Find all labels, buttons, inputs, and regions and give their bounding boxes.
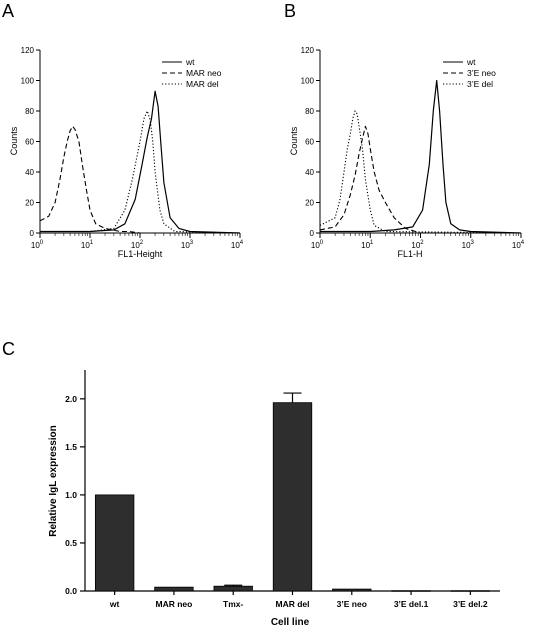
axis-ticks — [36, 49, 241, 238]
x-tick-label: 103 — [462, 240, 475, 250]
x-tick-exponent: 1 — [370, 240, 374, 246]
y-ticks: 0.0 0.5 1.0 1.5 2.0 — [65, 394, 85, 596]
y-tick-label: 40 — [25, 168, 34, 177]
legend-label: MAR neo — [186, 68, 222, 78]
y-tick-label: 100 — [21, 77, 35, 86]
x-tick-label: 101 — [81, 240, 94, 250]
y-axis-label: Relative IgL expression — [48, 425, 59, 537]
x-tick-base: 10 — [231, 241, 240, 250]
y-tick-label: 120 — [301, 46, 315, 55]
y-tick-label: 20 — [305, 199, 314, 208]
x-tick-label: wt — [109, 599, 120, 609]
error-bars — [224, 392, 302, 587]
series-dotted-line — [319, 110, 522, 234]
x-tick-base: 10 — [311, 241, 320, 250]
y-tick-label: 0 — [310, 229, 315, 238]
x-tick-exponent: 2 — [140, 240, 144, 246]
x-tick-label: 103 — [181, 240, 194, 250]
x-tick-labels: 100 101 102 103 104 — [311, 240, 525, 250]
bar — [94, 494, 135, 592]
x-tick-base: 10 — [411, 241, 420, 250]
x-tick-base: 10 — [181, 241, 190, 250]
y-tick-labels: 0 20 40 60 80 100 120 — [21, 46, 35, 238]
x-axis-label: FL1-Height — [118, 249, 163, 259]
legend-label: MAR del — [186, 79, 219, 89]
y-tick-label: 1.5 — [65, 442, 77, 452]
x-tick-label: 102 — [411, 240, 424, 250]
bars — [94, 402, 491, 592]
y-tick-label: 100 — [301, 77, 315, 86]
x-tick-base: 10 — [361, 241, 370, 250]
x-tick-label: 3’E del.1 — [394, 599, 429, 609]
series-dashed-line — [319, 125, 521, 234]
y-tick-label: 2.0 — [65, 394, 77, 404]
x-tick-label: MAR del — [276, 599, 310, 609]
y-tick-labels: 0 20 40 60 80 100 120 — [301, 46, 315, 238]
y-tick-label: 1.0 — [65, 490, 77, 500]
x-tick-label: Tmx- — [223, 599, 243, 609]
x-tick-base: 10 — [131, 241, 140, 250]
panel-label-b: B — [284, 1, 296, 21]
bar — [213, 585, 253, 592]
series-dashed-line — [39, 125, 240, 234]
x-tick-base: 10 — [462, 241, 471, 250]
y-tick-label: 0.0 — [65, 586, 77, 596]
bar — [154, 586, 194, 592]
x-tick-exponent: 0 — [40, 240, 44, 246]
bar — [332, 588, 372, 592]
x-tick-exponent: 3 — [471, 240, 475, 246]
bar — [272, 402, 313, 592]
x-tick-exponent: 2 — [420, 240, 424, 246]
x-tick-exponent: 3 — [190, 240, 194, 246]
series-solid-line — [320, 79, 522, 234]
x-tick-exponent: 1 — [90, 240, 94, 246]
x-tick-label: 100 — [311, 240, 324, 250]
y-tick-label: 60 — [25, 138, 34, 147]
panel-label-c: C — [2, 339, 15, 359]
x-tick-base: 10 — [81, 241, 90, 250]
legend-label: wt — [185, 57, 195, 67]
y-tick-label: 120 — [21, 46, 35, 55]
x-tick-label: MAR neo — [156, 599, 193, 609]
series-solid-line — [40, 90, 241, 234]
legend-label: 3’E del — [467, 79, 493, 89]
y-axis-label: Counts — [9, 126, 19, 155]
y-tick-label: 80 — [305, 107, 314, 116]
x-tick-label: 101 — [361, 240, 374, 250]
histogram-curves — [319, 79, 522, 234]
y-tick-label: 60 — [305, 138, 314, 147]
x-axis-label: Cell line — [271, 617, 310, 628]
y-tick-label: 20 — [25, 199, 34, 208]
x-tick-label: 104 — [512, 240, 525, 250]
panel-label-a: A — [2, 1, 14, 21]
x-tick-label: 3’E del.2 — [453, 599, 488, 609]
x-tick-labels: 100 101 102 103 104 — [31, 240, 244, 250]
x-axis-label: FL1-H — [397, 249, 422, 259]
x-tick-exponent: 4 — [240, 240, 244, 246]
legend-label: 3’E neo — [467, 68, 496, 78]
x-tick-exponent: 4 — [521, 240, 525, 246]
y-axis-label: Counts — [289, 126, 299, 155]
y-tick-label: 0.5 — [65, 538, 77, 548]
x-tick-label: 3’E neo — [337, 599, 367, 609]
x-tick-base: 10 — [31, 241, 40, 250]
x-tick-exponent: 0 — [320, 240, 324, 246]
y-tick-label: 0 — [30, 229, 35, 238]
x-tick-base: 10 — [512, 241, 521, 250]
y-tick-label: 40 — [305, 168, 314, 177]
legend-label: wt — [466, 57, 476, 67]
x-tick-labels: wt MAR neo Tmx- MAR del 3’E neo 3’E del.1 3’E … — [109, 591, 488, 609]
y-tick-label: 80 — [25, 107, 34, 116]
bar-chart-panel-c: C 0.0 0.5 1.0 1.5 2.0 wt MAR neo Tmx- MAR del 3’… — [2, 339, 500, 628]
x-tick-label: 102 — [131, 240, 144, 250]
x-tick-label: 100 — [31, 240, 44, 250]
histogram-curves — [39, 90, 241, 234]
x-tick-label: 104 — [231, 240, 244, 250]
